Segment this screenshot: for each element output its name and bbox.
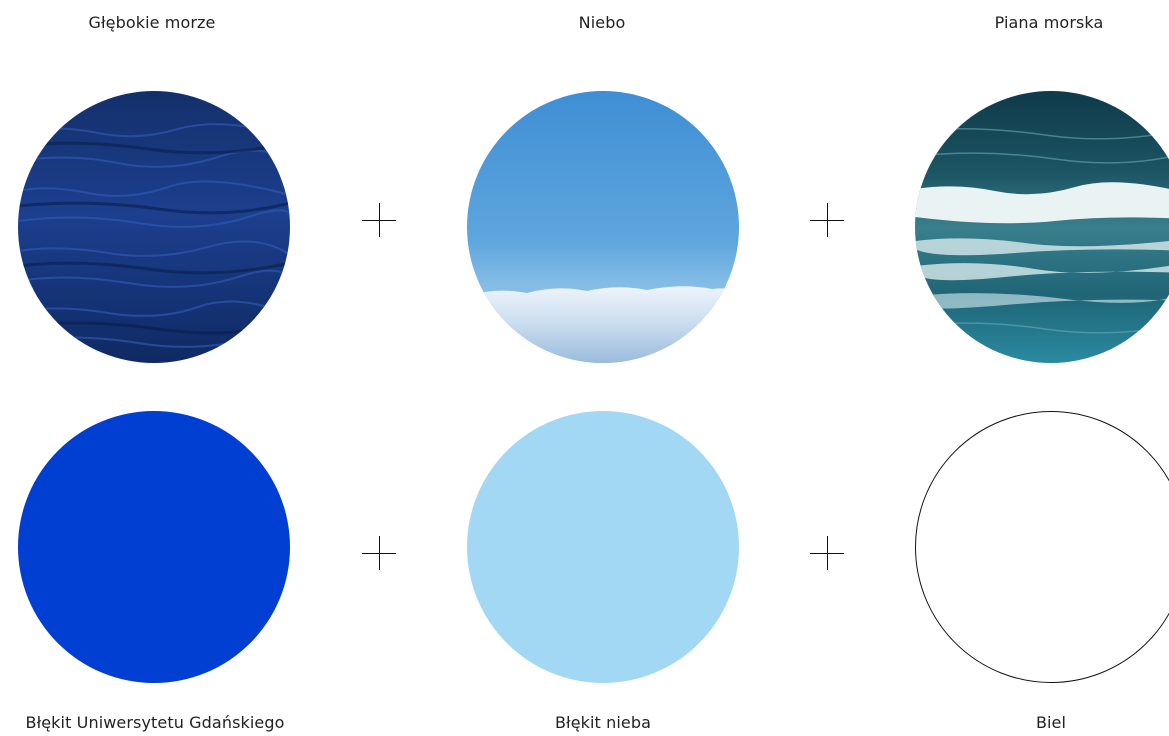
label-sea-foam: Piana morska <box>994 13 1104 32</box>
plus-icon <box>810 203 844 237</box>
label-white: Biel <box>1035 713 1067 732</box>
plus-icon <box>810 536 844 570</box>
deep-sea-photo <box>18 91 290 363</box>
plus-icon <box>362 536 396 570</box>
label-sky-blue: Błękit nieba <box>554 713 652 732</box>
sky-blue-swatch <box>467 411 739 683</box>
sky-photo <box>467 91 739 363</box>
label-sky: Niebo <box>578 13 626 32</box>
label-ug-blue: Błękit Uniwersytetu Gdańskiego <box>25 713 285 732</box>
white-swatch <box>915 411 1169 683</box>
plus-icon <box>362 203 396 237</box>
ug-blue-swatch <box>18 411 290 683</box>
sea-foam-photo <box>915 91 1169 363</box>
label-deep-sea: Głębokie morze <box>88 13 216 32</box>
